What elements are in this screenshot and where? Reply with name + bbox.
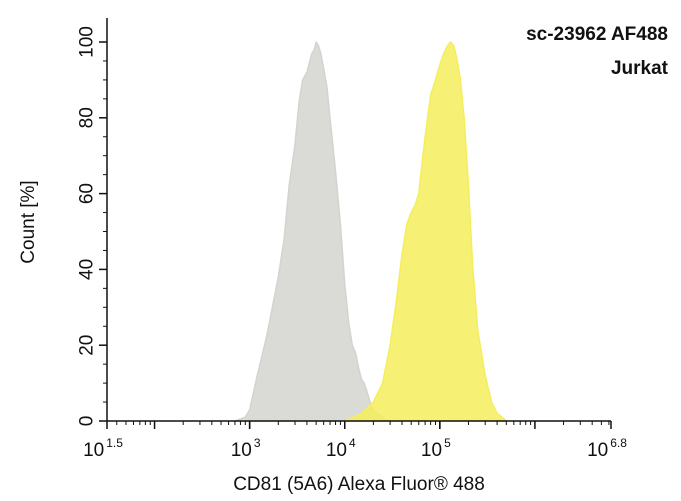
x-tick-label: 10 6.8 bbox=[587, 436, 627, 461]
plot-area bbox=[234, 41, 508, 422]
x-tick-base: 10 bbox=[83, 440, 104, 461]
x-tick-base: 10 bbox=[421, 440, 442, 461]
histogram-series-2 bbox=[344, 41, 508, 422]
x-tick-exponent: 4 bbox=[349, 436, 356, 450]
annotation-reagent: sc-23962 AF488 bbox=[526, 24, 668, 45]
x-tick-label: 10 1.5 bbox=[83, 436, 123, 461]
y-tick-label: 20 bbox=[77, 335, 98, 356]
x-tick-label: 10 3 bbox=[231, 436, 261, 461]
histogram-series-1 bbox=[234, 41, 389, 422]
x-tick-exponent: 3 bbox=[254, 436, 261, 450]
x-axis-title: CD81 (5A6) Alexa Fluor® 488 bbox=[233, 474, 485, 495]
annotation-cell-line: Jurkat bbox=[611, 58, 669, 79]
x-tick-label: 10 4 bbox=[326, 436, 356, 461]
x-tick-exponent: 6.8 bbox=[610, 436, 627, 450]
x-tick-exponent: 1.5 bbox=[106, 436, 123, 450]
x-tick-base: 10 bbox=[231, 440, 252, 461]
y-tick-label: 60 bbox=[77, 183, 98, 204]
x-tick-label: 10 5 bbox=[421, 436, 451, 461]
y-tick-label: 80 bbox=[77, 107, 98, 128]
y-tick-label: 40 bbox=[77, 259, 98, 280]
y-ticks: 0 20 40 60 80 100 bbox=[77, 26, 107, 427]
y-axis-title: Count [%] bbox=[18, 180, 39, 263]
y-tick-label: 100 bbox=[77, 26, 98, 58]
x-tick-base: 10 bbox=[326, 440, 347, 461]
x-tick-base: 10 bbox=[587, 440, 608, 461]
x-tick-exponent: 5 bbox=[444, 436, 451, 450]
x-ticks: 10 1.5 10 3 10 4 10 5 10 6.8 bbox=[83, 421, 627, 461]
y-tick-label: 0 bbox=[77, 416, 98, 427]
